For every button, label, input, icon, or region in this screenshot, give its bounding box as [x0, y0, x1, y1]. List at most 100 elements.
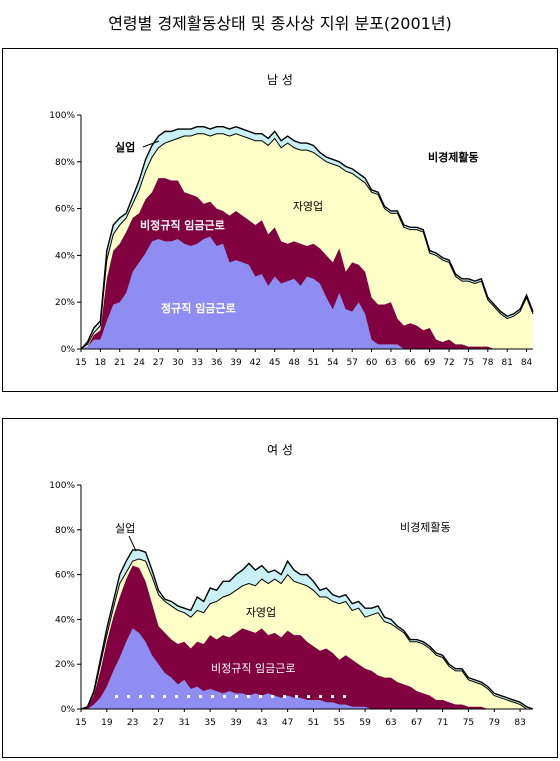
female-regular-dot	[247, 695, 250, 698]
female-xtick-label: 39	[230, 718, 242, 728]
male-area-regular	[81, 236, 533, 349]
female-leader-unemployed	[128, 535, 137, 552]
male-line-unemployed	[80, 125, 534, 350]
male-xtick-label: 15	[75, 358, 86, 368]
female-area-nonregular	[81, 565, 533, 709]
female-regular-dot	[235, 695, 238, 698]
female-regular-dot	[271, 695, 274, 698]
female-ytick-label: 100%	[49, 481, 75, 491]
female-regular-dot	[319, 695, 322, 698]
male-ytick-label: 60%	[55, 205, 75, 215]
female-xtick-label: 31	[179, 718, 190, 728]
male-label-regular: 정규직 임금근로	[161, 301, 236, 315]
male-xtick-label: 84	[521, 358, 533, 368]
male-xtick-label: 81	[501, 358, 512, 368]
male-label-nonactive: 비경제활동	[428, 150, 479, 164]
female-regular-dot	[163, 695, 166, 698]
male-leader-unemployed	[142, 140, 160, 148]
male-xtick-label: 75	[463, 358, 474, 368]
female-xtick-label: 75	[463, 718, 474, 728]
male-ytick-label: 20%	[55, 298, 75, 308]
male-ytick-label: 100%	[49, 111, 75, 121]
female-xtick-label: 15	[75, 718, 86, 728]
female-regular-dot	[115, 695, 118, 698]
female-regular-dot	[259, 695, 262, 698]
female-xtick-label: 63	[385, 718, 396, 728]
female-xtick-label: 19	[101, 718, 113, 728]
male-chart-panel: 남 성 0% 20% 40% 60% 80% 100% 15 18 21 24 27 30 33 36 39…	[2, 48, 558, 392]
female-regular-dot	[139, 695, 142, 698]
female-regular-dot	[199, 695, 202, 698]
female-ytick-label: 0%	[61, 705, 76, 715]
female-xtick-label: 55	[334, 718, 345, 728]
male-label-nonregular: 비정규직 임금근로	[140, 218, 225, 232]
female-ytick-label: 20%	[55, 660, 75, 670]
female-label-nonactive: 비경제활동	[400, 520, 451, 534]
female-regular-dot	[283, 695, 286, 698]
male-chart-title: 남 성	[267, 73, 293, 87]
male-xtick-label: 48	[288, 358, 300, 368]
female-regular-dot	[307, 695, 310, 698]
female-label-unemployed: 실업	[115, 522, 135, 535]
female-regular-dot	[151, 695, 154, 698]
female-ytick-label: 60%	[55, 571, 75, 581]
female-regular-dotted-line	[115, 695, 346, 698]
male-label-self: 자영업	[293, 200, 323, 213]
male-xtick-label: 72	[443, 358, 454, 368]
female-xtick-label: 35	[204, 718, 215, 728]
male-ytick-label: 40%	[55, 251, 75, 261]
female-label-nonregular: 비정규직 임금근로	[211, 662, 295, 675]
female-regular-dot	[343, 695, 346, 698]
female-chart: 0% 20% 40% 60% 80% 100% 15 19 23 27 31 35 39 43 47 51 55…	[49, 481, 534, 728]
male-xtick-label: 30	[172, 358, 184, 368]
male-ytick-label: 80%	[55, 158, 75, 168]
male-chart: 0% 20% 40% 60% 80% 100% 15 18 21 24 27 30 33 36 39 42 45…	[49, 111, 534, 368]
female-xtick-label: 47	[282, 718, 293, 728]
female-xtick-label: 67	[411, 718, 422, 728]
male-xtick-label: 21	[114, 358, 125, 368]
female-xtick-label: 59	[359, 718, 371, 728]
female-regular-dot	[331, 695, 334, 698]
female-xtick-label: 51	[308, 718, 319, 728]
male-xtick-label: 78	[482, 358, 494, 368]
female-xtick-label: 43	[256, 718, 267, 728]
male-xtick-label: 57	[346, 358, 357, 368]
female-label-self: 자영업	[246, 606, 276, 619]
male-label-unemployed: 실업	[115, 140, 135, 154]
female-ytick-label: 40%	[55, 615, 75, 625]
female-xtick-label: 79	[489, 718, 501, 728]
male-line-self	[80, 133, 534, 350]
female-xtick-label: 27	[153, 718, 164, 728]
female-xtick-label: 71	[437, 718, 448, 728]
female-xtick-label: 23	[127, 718, 138, 728]
male-xtick-label: 45	[269, 358, 280, 368]
male-xtick-label: 54	[327, 358, 339, 368]
male-xtick-label: 51	[308, 358, 319, 368]
male-xtick-label: 69	[424, 358, 436, 368]
page-title: 연령별 경제활동상태 및 종사상 지위 분포(2001년)	[108, 14, 452, 33]
female-regular-dot	[187, 695, 190, 698]
male-xtick-label: 18	[95, 358, 107, 368]
female-regular-dot	[127, 695, 130, 698]
female-line-unemployed	[80, 549, 534, 710]
male-xtick-label: 36	[211, 358, 223, 368]
female-ytick-label: 80%	[55, 526, 75, 536]
male-xtick-label: 27	[153, 358, 164, 368]
male-xtick-label: 42	[250, 358, 261, 368]
female-area-regular	[81, 628, 533, 709]
male-xtick-label: 60	[366, 358, 378, 368]
female-regular-dot	[295, 695, 298, 698]
male-xtick-label: 24	[133, 358, 145, 368]
female-chart-title: 여 성	[267, 443, 293, 457]
female-line-self	[80, 558, 533, 710]
male-xtick-label: 39	[230, 358, 242, 368]
male-xtick-label: 63	[385, 358, 396, 368]
female-xtick-label: 83	[514, 718, 525, 728]
female-chart-panel: 여 성 0% 20% 40% 60% 80% 100% 15 19 23 27 31 35 39 43 47…	[2, 418, 558, 758]
male-xtick-label: 66	[405, 358, 417, 368]
male-ytick-label: 0%	[61, 345, 76, 355]
male-xtick-label: 33	[192, 358, 203, 368]
female-regular-dot	[223, 695, 226, 698]
female-regular-dot	[211, 695, 214, 698]
female-regular-dot	[175, 695, 178, 698]
